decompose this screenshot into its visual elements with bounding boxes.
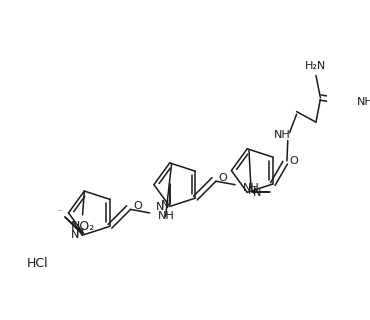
Text: O: O xyxy=(218,173,227,183)
Text: NH: NH xyxy=(158,212,174,221)
Text: N: N xyxy=(76,228,84,238)
Text: N: N xyxy=(71,230,79,241)
Text: O: O xyxy=(133,201,142,211)
Text: NH: NH xyxy=(243,183,260,193)
Text: NH: NH xyxy=(274,130,290,140)
Text: O: O xyxy=(290,156,298,166)
Text: N: N xyxy=(248,186,256,196)
Text: methyl: methyl xyxy=(58,210,63,212)
Text: methyl: methyl xyxy=(276,193,281,194)
Text: N: N xyxy=(156,202,164,212)
Text: NO₂: NO₂ xyxy=(70,220,95,233)
Text: H₂N: H₂N xyxy=(305,61,327,71)
Text: N: N xyxy=(252,188,261,198)
Text: N: N xyxy=(161,200,169,210)
Text: methyl: methyl xyxy=(63,209,68,210)
Text: HCl: HCl xyxy=(27,257,49,270)
Text: NH: NH xyxy=(357,97,370,107)
